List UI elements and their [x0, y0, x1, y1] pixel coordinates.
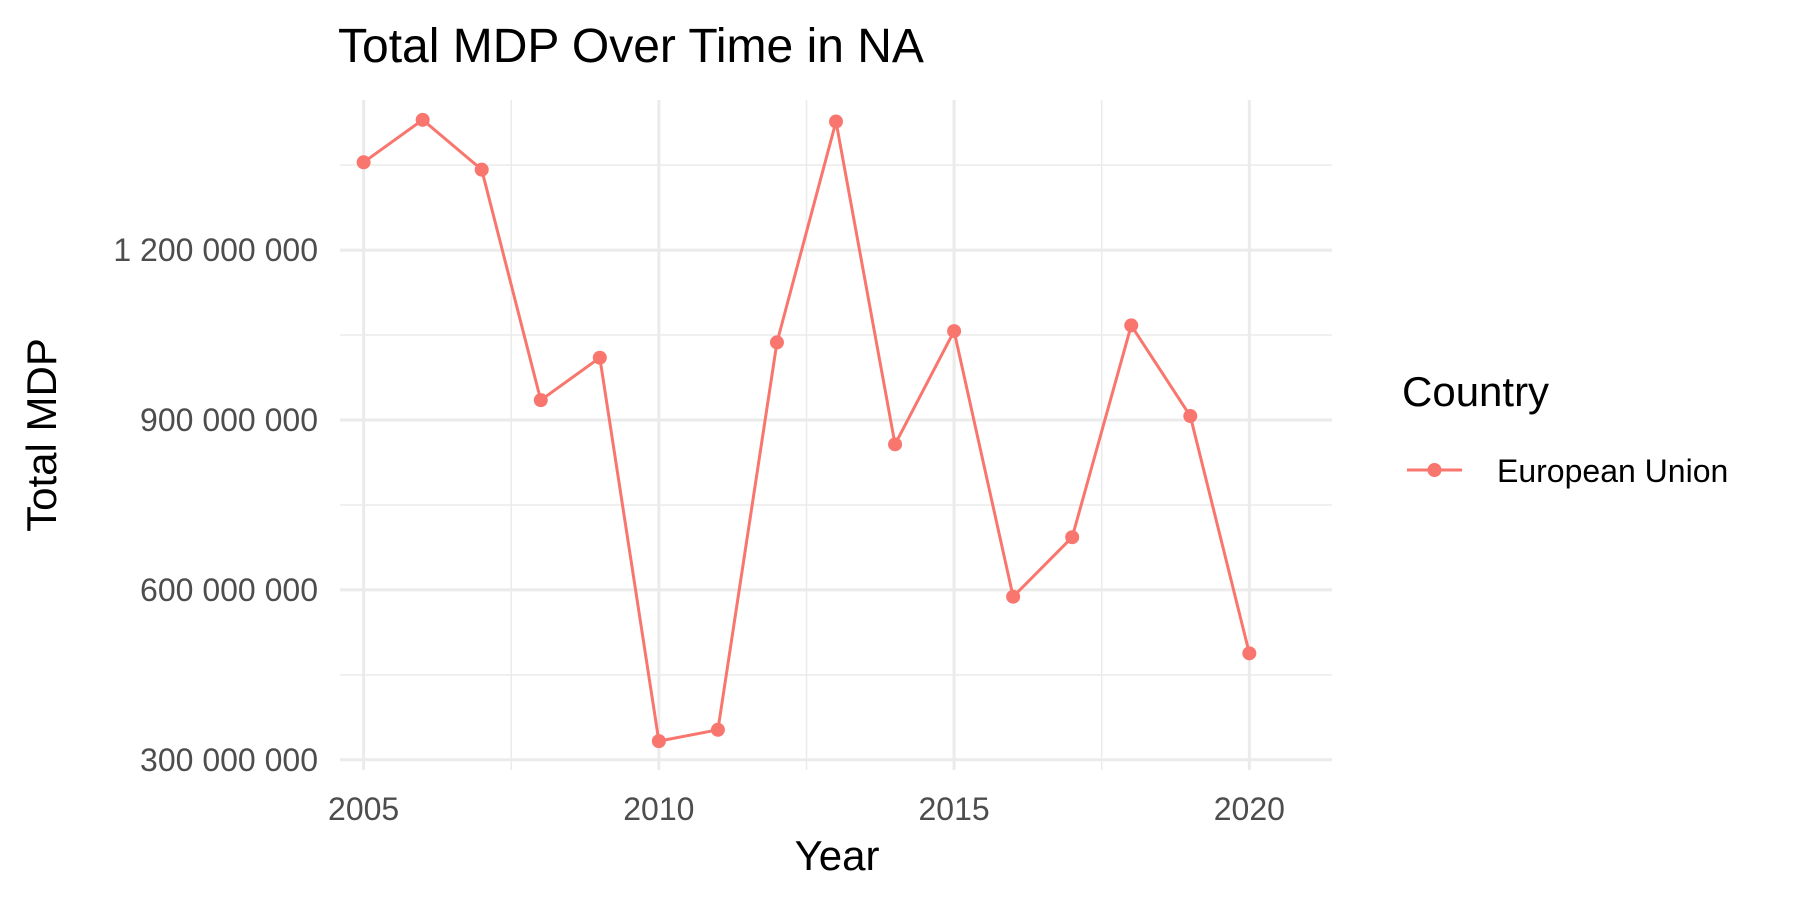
data-point	[1242, 646, 1257, 661]
data-point	[829, 114, 843, 129]
x-tick-label: 2005	[328, 791, 399, 827]
data-point	[1065, 530, 1080, 545]
grid-lines	[340, 100, 1332, 770]
legend-label-european-union: European Union	[1497, 453, 1728, 489]
y-tick-label: 1 200 000 000	[113, 232, 318, 268]
series-line-0	[362, 118, 1251, 743]
data-point	[356, 155, 371, 170]
y-tick-label: 900 000 000	[140, 402, 318, 438]
y-axis-title: Total MDP	[18, 338, 65, 532]
data-point	[888, 437, 903, 452]
chart-title: Total MDP Over Time in NA	[338, 20, 924, 73]
axis-tick-labels: 2005 2010 2015 2020 300 000 000 600 000 000 90…	[113, 232, 1285, 827]
y-tick-label: 600 000 000	[140, 572, 318, 608]
series-line-layer	[362, 118, 1251, 743]
data-point	[651, 734, 666, 749]
data-point	[1183, 409, 1198, 424]
data-point	[710, 722, 725, 737]
legend: Country European Union	[1402, 368, 1728, 489]
data-point	[592, 350, 607, 365]
series-points-layer	[356, 112, 1257, 749]
x-tick-label: 2020	[1214, 791, 1285, 827]
legend-title: Country	[1402, 368, 1549, 415]
data-point	[474, 162, 489, 177]
legend-key-point	[1427, 463, 1442, 477]
data-point	[1006, 589, 1021, 604]
data-point	[1124, 318, 1139, 333]
y-tick-label: 300 000 000	[140, 742, 318, 778]
data-point	[415, 112, 430, 127]
data-point	[769, 335, 784, 350]
data-point	[947, 324, 962, 339]
x-tick-label: 2010	[623, 791, 694, 827]
x-axis-title: Year	[795, 832, 880, 879]
x-tick-label: 2015	[919, 791, 990, 827]
data-point	[533, 393, 548, 408]
